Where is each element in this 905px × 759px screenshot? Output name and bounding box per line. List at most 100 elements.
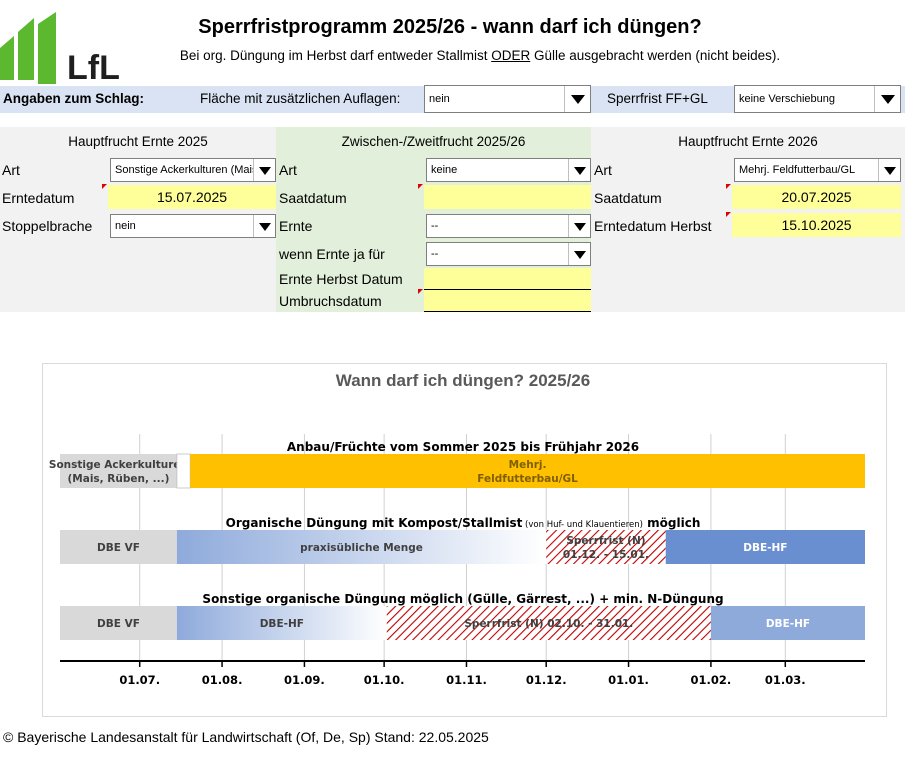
page-title: Sperrfristprogramm 2025/26 - wann darf i… [198,16,702,38]
wenn-ernte-label: wenn Ernte ja für [279,246,385,262]
comment-marker-icon [418,184,423,189]
row-heading: Organische Düngung mit Kompost/Stallmist… [226,516,701,530]
right-art-label: Art [594,162,612,178]
bar-segment [176,454,191,488]
erntedatum-herbst-label: Erntedatum Herbst [594,218,712,234]
bar-segment [190,454,865,488]
sperrfrist-ffgl-value: keine Verschiebung [739,93,836,105]
left-erntedatum-label: Erntedatum [2,190,75,206]
duengung-chart: Wann darf ich düngen? 2025/26 Sonstige A… [42,363,887,717]
comment-marker-icon [726,212,731,217]
bar-label: DBE-HF [766,618,810,630]
bar-label: Sperrfrist (N) [566,535,645,547]
mid-art-value: keine [431,164,458,176]
stoppelbrache-dropdown[interactable]: nein [110,214,276,238]
x-tick-label: 01.12. [526,673,567,687]
mid-art-label: Art [279,162,297,178]
bar-segment [60,530,177,564]
chevron-down-icon[interactable] [878,159,900,181]
erntedatum-herbst-field[interactable]: 15.10.2025 [732,213,901,237]
x-tick-label: 01.03. [765,673,806,687]
bar-segment [60,606,177,640]
mid-art-dropdown[interactable]: keine [426,158,591,182]
page-subtitle: Bei org. Düngung im Herbst darf entweder… [130,48,830,63]
chevron-down-icon[interactable] [564,86,590,112]
right-saatdatum-field[interactable]: 20.07.2025 [732,185,901,209]
flaeche-auflagen-dropdown[interactable]: nein [424,85,591,113]
flaeche-auflagen-value: nein [429,93,450,105]
bar-label: Feldfutterbau/GL [477,473,578,485]
bar-segment [386,606,711,640]
chevron-down-icon[interactable] [568,215,590,237]
sperrfrist-ffgl-label: Sperrfrist FF+GL [607,91,708,106]
sperrfrist-ffgl-dropdown[interactable]: keine Verschiebung [734,85,901,113]
chevron-down-icon[interactable] [253,159,275,181]
right-saatdatum-label: Saatdatum [594,190,662,206]
flaeche-auflagen-label: Fläche mit zusätzlichen Auflagen: [200,91,401,106]
chevron-down-icon[interactable] [253,215,275,237]
x-tick-label: 01.09. [284,673,325,687]
x-tick-label: 01.11. [446,673,487,687]
leaf-icon [0,12,56,84]
subtitle-post: Gülle ausgebracht werden (nicht beides). [530,48,781,63]
bar-segment [176,530,547,564]
bar-label: praxisübliche Menge [300,542,423,554]
comment-marker-icon [418,289,423,294]
chart-body: Sonstige Ackerkulturen (Mais, Rüben, ...)… [49,434,865,687]
schlag-band-title: Angaben zum Schlag: [3,91,145,106]
chevron-down-icon[interactable] [568,243,590,265]
duengung-chart-svg: Wann darf ich düngen? 2025/26 Sonstige A… [49,371,865,687]
bar-segment [665,530,865,564]
right-art-dropdown[interactable]: Mehrj. Feldfutterbau/GL [734,158,901,182]
hauptfrucht-2025-heading: Hauptfrucht Ernte 2025 [68,134,208,149]
bar-label: (Mais, Rüben, ...) [67,473,169,485]
bar-label: DBE VF [97,542,140,554]
bar-segment [710,606,865,640]
umbruchsdatum-field[interactable] [424,290,591,312]
wenn-ernte-dropdown[interactable]: -- [426,242,591,266]
comment-marker-icon [726,184,731,189]
bar-segment [546,530,666,564]
stoppelbrache-value: nein [115,220,136,232]
mid-saatdatum-field[interactable] [424,185,591,209]
ernte-herbst-datum-label: Ernte Herbst Datum [279,271,403,287]
bar-label: Mehrj. [509,459,547,471]
bar-label: 01.12. - 15.01. [563,549,649,561]
left-art-label: Art [2,162,20,178]
stoppelbrache-label: Stoppelbrache [2,218,93,234]
row-heading: Anbau/Früchte vom Sommer 2025 bis Frühja… [287,440,639,454]
lfl-logo: LfL [0,12,120,84]
footer-copyright: © Bayerische Landesanstalt für Landwirts… [3,729,489,745]
chevron-down-icon[interactable] [568,159,590,181]
right-art-value: Mehrj. Feldfutterbau/GL [739,164,856,176]
x-tick-label: 01.02. [691,673,732,687]
chevron-down-icon[interactable] [874,86,900,112]
left-art-dropdown[interactable]: Sonstige Ackerkulturen (Mais, Rüben, ...… [110,158,276,182]
row-heading: Sonstige organische Düngung möglich (Gül… [202,592,723,606]
x-tick-label: 01.01. [608,673,649,687]
mid-ernte-value: -- [431,220,439,232]
logo-text: LfL [67,49,120,84]
left-art-value: Sonstige Ackerkulturen (Mais, Rüben, ...… [115,164,253,176]
subtitle-emphasis: ODER [491,48,531,63]
bar-label: DBE-HF [743,542,787,554]
bar-segment [176,606,387,640]
bar-label: Sperrfrist (N) 02.10. - 31.01. [464,618,633,630]
mid-saatdatum-label: Saatdatum [279,190,347,206]
comment-marker-icon [102,184,107,189]
bar-segment [60,454,177,488]
subtitle-pre: Bei org. Düngung im Herbst darf entweder… [179,48,492,63]
mid-ernte-label: Ernte [279,218,313,234]
umbruchsdatum-label: Umbruchsdatum [279,293,382,309]
mid-ernte-dropdown[interactable]: -- [426,214,591,238]
left-erntedatum-field[interactable]: 15.07.2025 [108,185,276,209]
x-tick-label: 01.08. [202,673,243,687]
bar-label: Sonstige Ackerkulturen [49,459,188,471]
chart-title: Wann darf ich düngen? 2025/26 [336,371,590,390]
x-tick-label: 01.10. [364,673,405,687]
wenn-ernte-value: -- [431,248,439,260]
bar-label: DBE VF [97,618,140,630]
x-tick-label: 01.07. [119,673,160,687]
hauptfrucht-2026-heading: Hauptfrucht Ernte 2026 [678,134,818,149]
ernte-herbst-datum-field[interactable] [424,268,591,290]
